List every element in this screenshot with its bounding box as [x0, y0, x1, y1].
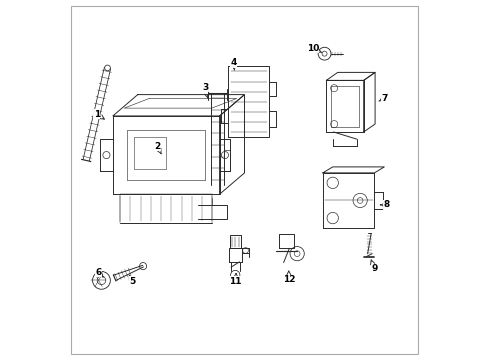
- Text: 9: 9: [370, 260, 377, 274]
- Text: 5: 5: [129, 275, 135, 286]
- Text: 4: 4: [230, 58, 237, 70]
- Text: 11: 11: [229, 273, 242, 286]
- Text: 1: 1: [94, 110, 104, 119]
- Text: 12: 12: [282, 271, 295, 284]
- Text: 6: 6: [95, 268, 103, 277]
- Text: 7: 7: [378, 94, 387, 103]
- Text: 8: 8: [380, 201, 389, 210]
- Text: 2: 2: [154, 142, 161, 154]
- Text: 10: 10: [306, 44, 321, 53]
- Text: 3: 3: [202, 83, 209, 98]
